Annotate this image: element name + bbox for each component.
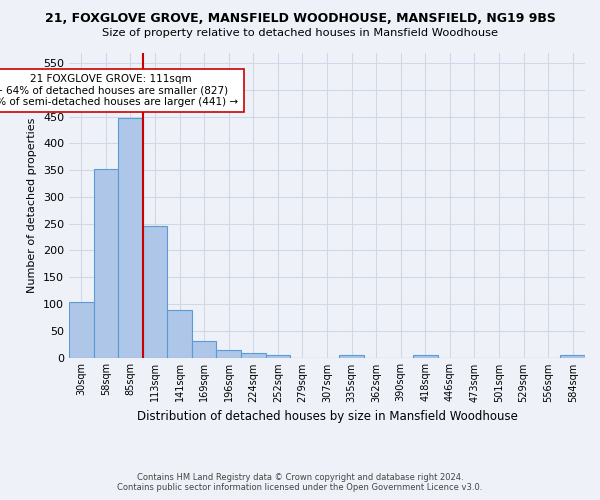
- Bar: [413, 355, 437, 358]
- Bar: [560, 355, 585, 358]
- Bar: [118, 118, 143, 358]
- Bar: [143, 226, 167, 358]
- Bar: [241, 353, 266, 358]
- X-axis label: Distribution of detached houses by size in Mansfield Woodhouse: Distribution of detached houses by size …: [137, 410, 517, 423]
- Text: 21, FOXGLOVE GROVE, MANSFIELD WOODHOUSE, MANSFIELD, NG19 9BS: 21, FOXGLOVE GROVE, MANSFIELD WOODHOUSE,…: [44, 12, 556, 26]
- Bar: [266, 355, 290, 358]
- Bar: [69, 302, 94, 358]
- Bar: [94, 168, 118, 358]
- Bar: [167, 310, 192, 358]
- Bar: [339, 355, 364, 358]
- Text: Contains HM Land Registry data © Crown copyright and database right 2024.
Contai: Contains HM Land Registry data © Crown c…: [118, 473, 482, 492]
- Bar: [192, 341, 217, 357]
- Y-axis label: Number of detached properties: Number of detached properties: [28, 118, 37, 292]
- Text: 21 FOXGLOVE GROVE: 111sqm
← 64% of detached houses are smaller (827)
34% of semi: 21 FOXGLOVE GROVE: 111sqm ← 64% of detac…: [0, 74, 238, 107]
- Bar: [217, 350, 241, 358]
- Text: Size of property relative to detached houses in Mansfield Woodhouse: Size of property relative to detached ho…: [102, 28, 498, 38]
